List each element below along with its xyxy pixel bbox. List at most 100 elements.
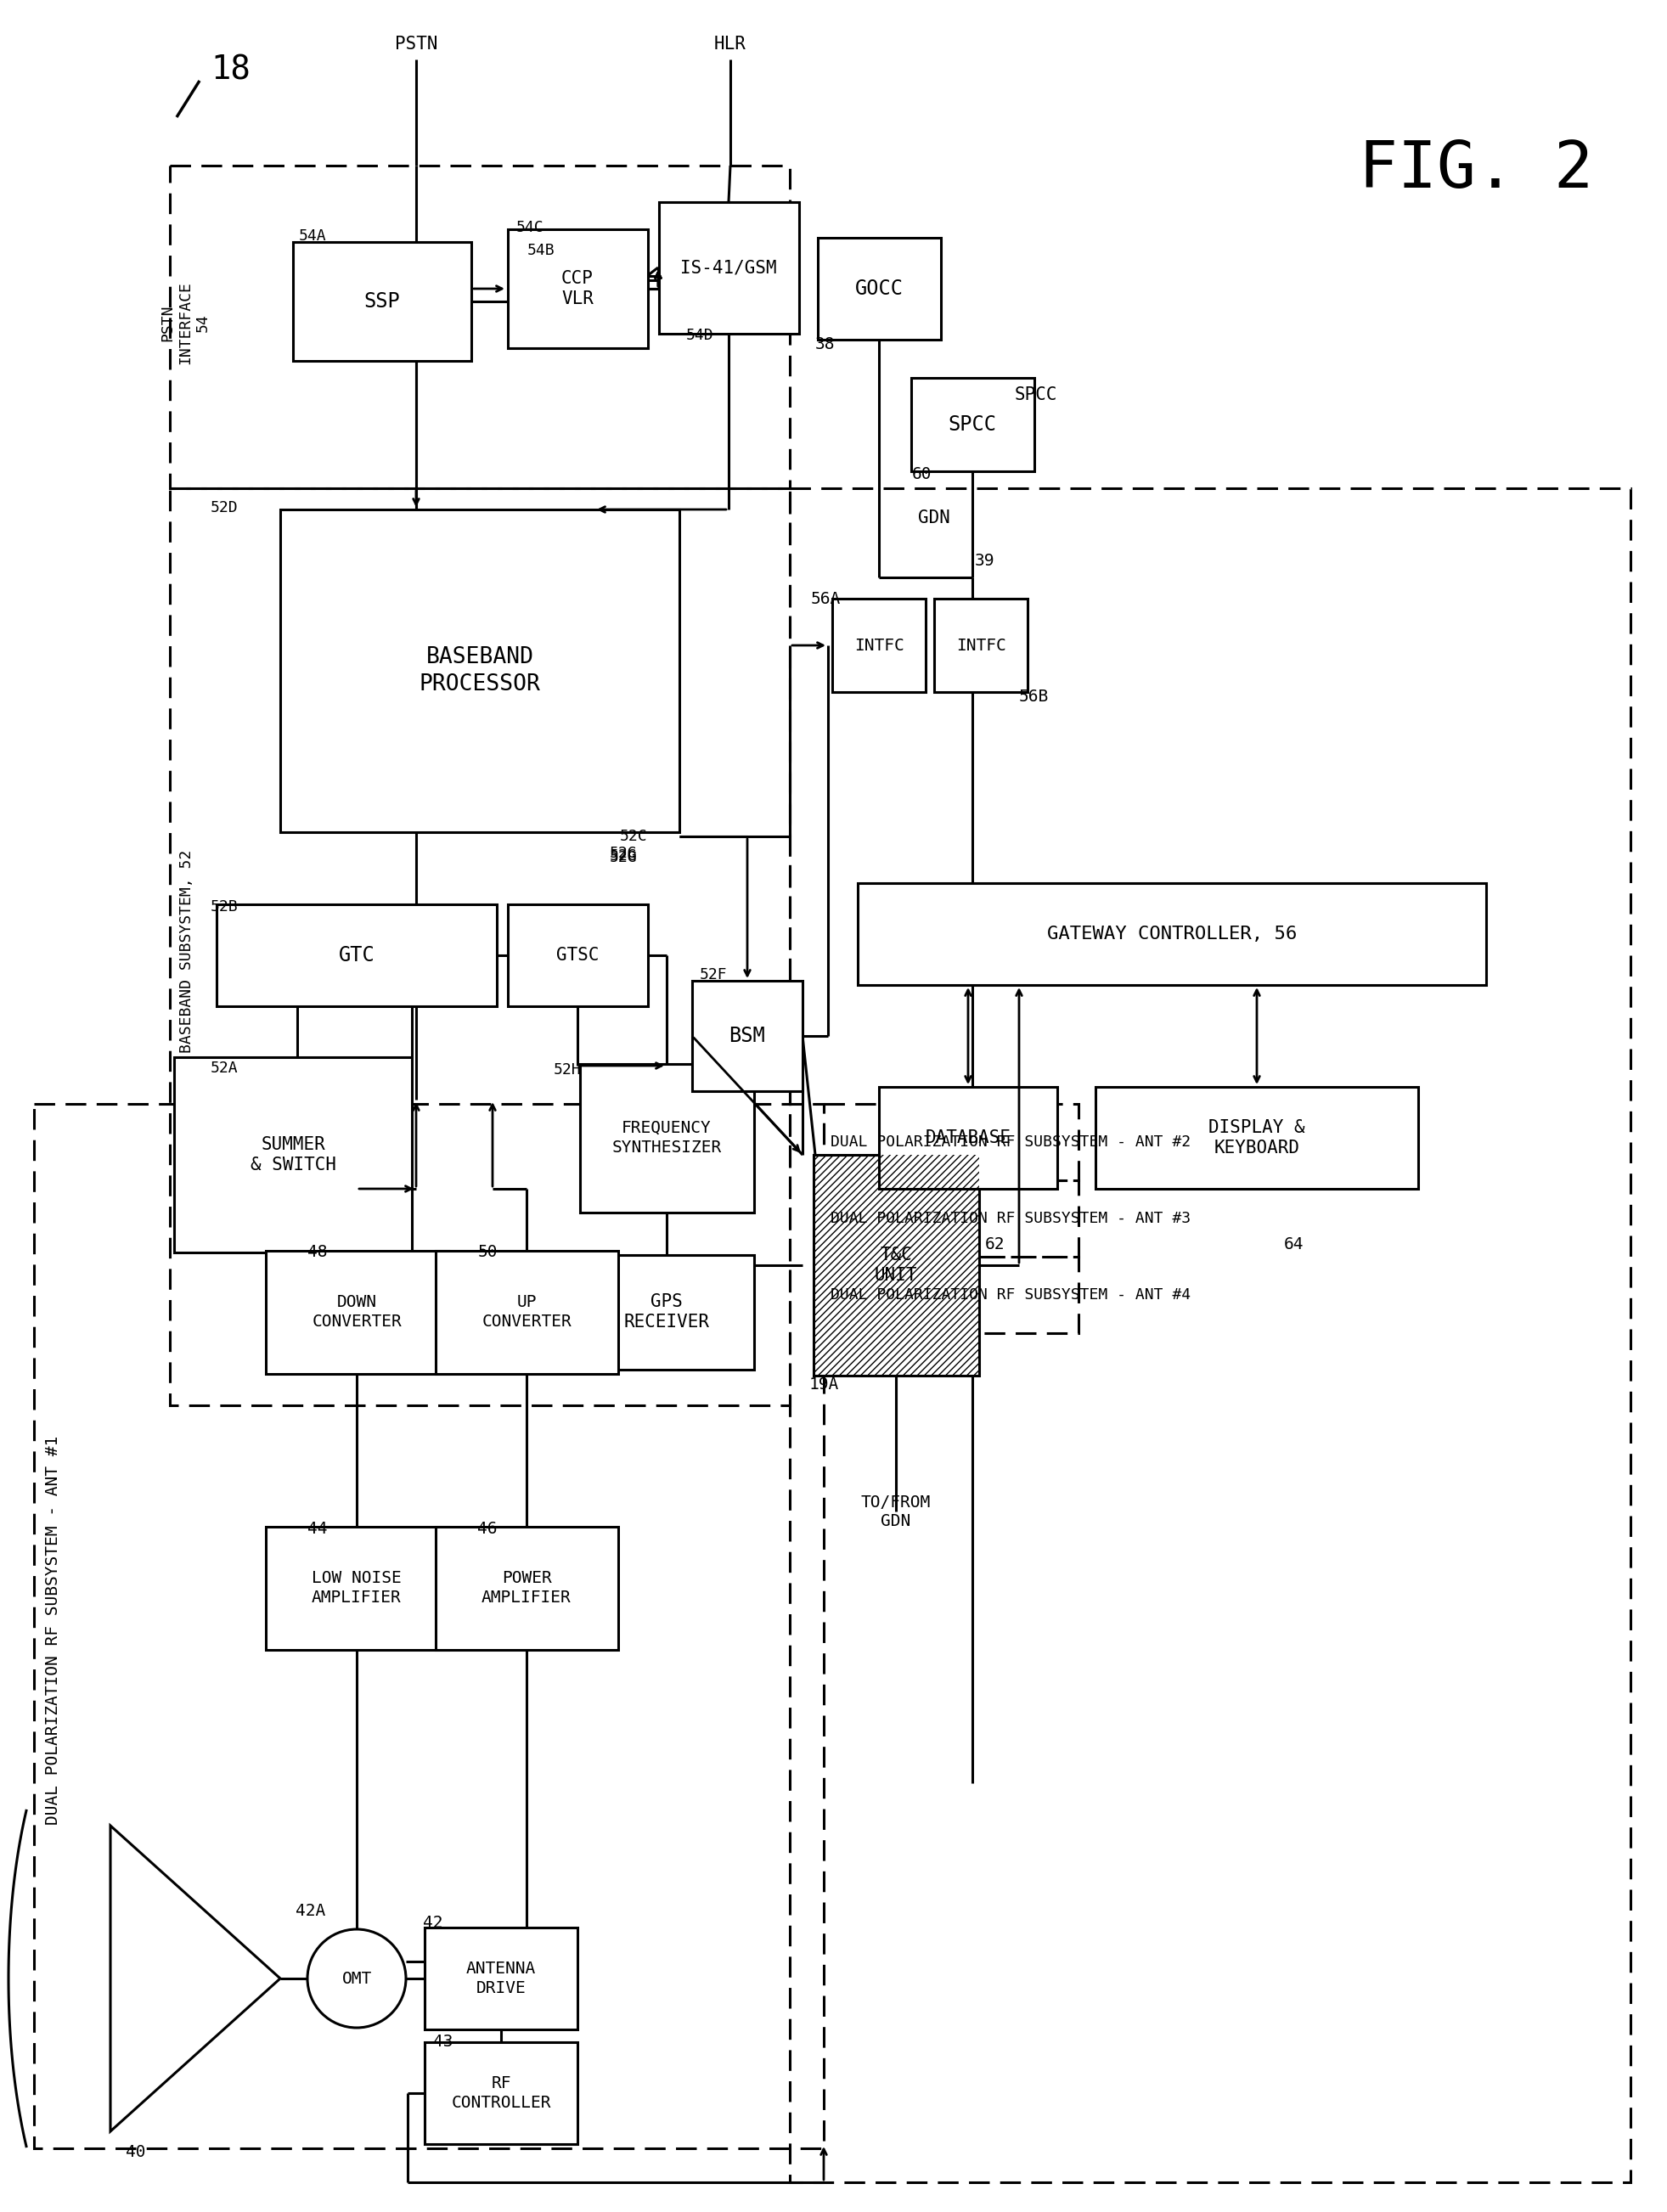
Text: GPS
RECEIVER: GPS RECEIVER xyxy=(623,1292,710,1332)
Bar xyxy=(790,489,1630,2183)
Text: 52F: 52F xyxy=(700,967,727,982)
Bar xyxy=(823,1256,1079,1334)
Text: 38: 38 xyxy=(815,336,835,352)
Text: DUAL POLARIZATION RF SUBSYSTEM - ANT #1: DUAL POLARIZATION RF SUBSYSTEM - ANT #1 xyxy=(45,1436,60,1825)
Text: 52A: 52A xyxy=(210,1060,238,1075)
Text: SSP: SSP xyxy=(363,292,400,312)
Bar xyxy=(507,230,647,347)
Text: CCP
VLR: CCP VLR xyxy=(562,270,593,307)
Text: 48: 48 xyxy=(307,1243,327,1259)
Bar xyxy=(1095,1086,1419,1188)
Text: DOWN
CONVERTER: DOWN CONVERTER xyxy=(312,1294,402,1329)
Text: 56B: 56B xyxy=(1019,688,1049,703)
Text: 43: 43 xyxy=(433,2035,453,2051)
Bar xyxy=(859,883,1485,984)
Bar xyxy=(170,166,790,489)
Text: DUAL POLARIZATION RF SUBSYSTEM - ANT #3: DUAL POLARIZATION RF SUBSYSTEM - ANT #3 xyxy=(830,1210,1190,1225)
Text: ANTENNA
DRIVE: ANTENNA DRIVE xyxy=(467,1960,537,1997)
Text: DUAL POLARIZATION RF SUBSYSTEM - ANT #4: DUAL POLARIZATION RF SUBSYSTEM - ANT #4 xyxy=(830,1287,1190,1303)
Text: GATEWAY CONTROLLER, 56: GATEWAY CONTROLLER, 56 xyxy=(1047,925,1297,942)
Text: INTFC: INTFC xyxy=(854,637,904,653)
Text: TO/FROM
GDN: TO/FROM GDN xyxy=(860,1493,930,1528)
Text: DISPLAY &
KEYBOARD: DISPLAY & KEYBOARD xyxy=(1209,1119,1305,1157)
Bar xyxy=(879,1086,1057,1188)
Text: RF
CONTROLLER: RF CONTROLLER xyxy=(452,2075,550,2110)
Bar xyxy=(580,1254,753,1369)
Text: 50: 50 xyxy=(478,1243,498,1259)
Bar xyxy=(33,1104,823,2148)
Text: SPCC: SPCC xyxy=(949,414,997,436)
Bar xyxy=(832,599,925,692)
Text: 56A: 56A xyxy=(812,591,840,606)
Bar xyxy=(425,1927,577,2028)
Bar xyxy=(817,237,940,341)
Text: 62: 62 xyxy=(985,1237,1005,1252)
Text: FIG. 2: FIG. 2 xyxy=(1359,139,1594,201)
Bar xyxy=(692,980,802,1091)
Text: 18: 18 xyxy=(210,53,250,86)
Bar xyxy=(823,1104,1079,1181)
Text: 40: 40 xyxy=(125,2143,145,2161)
Bar xyxy=(813,1155,979,1376)
Text: 54C: 54C xyxy=(517,219,543,234)
Bar xyxy=(435,1526,618,1650)
Bar xyxy=(293,241,472,361)
Bar xyxy=(580,1064,753,1212)
Text: INTFC: INTFC xyxy=(955,637,1005,653)
Text: PSTN
INTERFACE
54: PSTN INTERFACE 54 xyxy=(160,281,210,365)
Bar xyxy=(910,378,1034,471)
Text: 60: 60 xyxy=(912,467,932,482)
Text: 52G: 52G xyxy=(610,849,637,865)
Bar xyxy=(265,1250,448,1374)
Text: 52C: 52C xyxy=(620,830,647,845)
Text: IS-41/GSM: IS-41/GSM xyxy=(680,259,777,276)
Text: UP
CONVERTER: UP CONVERTER xyxy=(482,1294,572,1329)
Bar xyxy=(217,905,497,1006)
Bar xyxy=(813,1155,979,1376)
Text: 54B: 54B xyxy=(527,243,555,259)
Text: 54A: 54A xyxy=(298,228,327,243)
Text: 44: 44 xyxy=(307,1520,327,1537)
Text: BASEBAND SUBSYSTEM, 52: BASEBAND SUBSYSTEM, 52 xyxy=(178,849,195,1053)
Text: 52G: 52G xyxy=(610,847,637,863)
Bar xyxy=(265,1526,448,1650)
Bar xyxy=(823,1181,1079,1256)
Text: 46: 46 xyxy=(477,1520,497,1537)
Text: T&C
UNIT: T&C UNIT xyxy=(875,1248,917,1283)
Bar xyxy=(170,489,790,1405)
Text: BASEBAND
PROCESSOR: BASEBAND PROCESSOR xyxy=(418,646,540,695)
Text: 52B: 52B xyxy=(210,900,238,914)
Text: HLR: HLR xyxy=(713,35,747,53)
Text: 39: 39 xyxy=(975,553,995,568)
Polygon shape xyxy=(110,1825,280,2132)
Text: GTSC: GTSC xyxy=(557,947,598,964)
Text: 52D: 52D xyxy=(210,500,238,515)
Text: DATABASE: DATABASE xyxy=(925,1130,1010,1146)
Text: 42A: 42A xyxy=(295,1902,325,1918)
Bar xyxy=(173,1057,412,1252)
Text: PSTN: PSTN xyxy=(395,35,437,53)
Bar xyxy=(425,2042,577,2143)
Bar xyxy=(280,509,680,832)
Text: LOW NOISE
AMPLIFIER: LOW NOISE AMPLIFIER xyxy=(312,1571,402,1606)
Text: 52H: 52H xyxy=(553,1062,582,1077)
Text: GTC: GTC xyxy=(338,945,375,964)
Text: 54D: 54D xyxy=(687,327,713,343)
Text: GOCC: GOCC xyxy=(855,279,904,299)
Bar xyxy=(658,201,798,334)
Bar xyxy=(435,1250,618,1374)
Text: FREQUENCY
SYNTHESIZER: FREQUENCY SYNTHESIZER xyxy=(612,1119,722,1157)
Text: 42: 42 xyxy=(423,1916,443,1931)
Text: 52G: 52G xyxy=(610,845,637,860)
Text: DUAL POLARIZATION RF SUBSYSTEM - ANT #2: DUAL POLARIZATION RF SUBSYSTEM - ANT #2 xyxy=(830,1135,1190,1150)
Text: OMT: OMT xyxy=(342,1971,372,1986)
Circle shape xyxy=(307,1929,407,2028)
Text: BSM: BSM xyxy=(728,1026,765,1046)
Text: POWER
AMPLIFIER: POWER AMPLIFIER xyxy=(482,1571,572,1606)
Text: 64: 64 xyxy=(1284,1237,1304,1252)
Text: SPCC: SPCC xyxy=(1015,387,1057,403)
Bar xyxy=(507,905,647,1006)
Text: GDN: GDN xyxy=(919,509,950,526)
Bar xyxy=(934,599,1027,692)
Text: SUMMER
& SWITCH: SUMMER & SWITCH xyxy=(250,1135,335,1175)
